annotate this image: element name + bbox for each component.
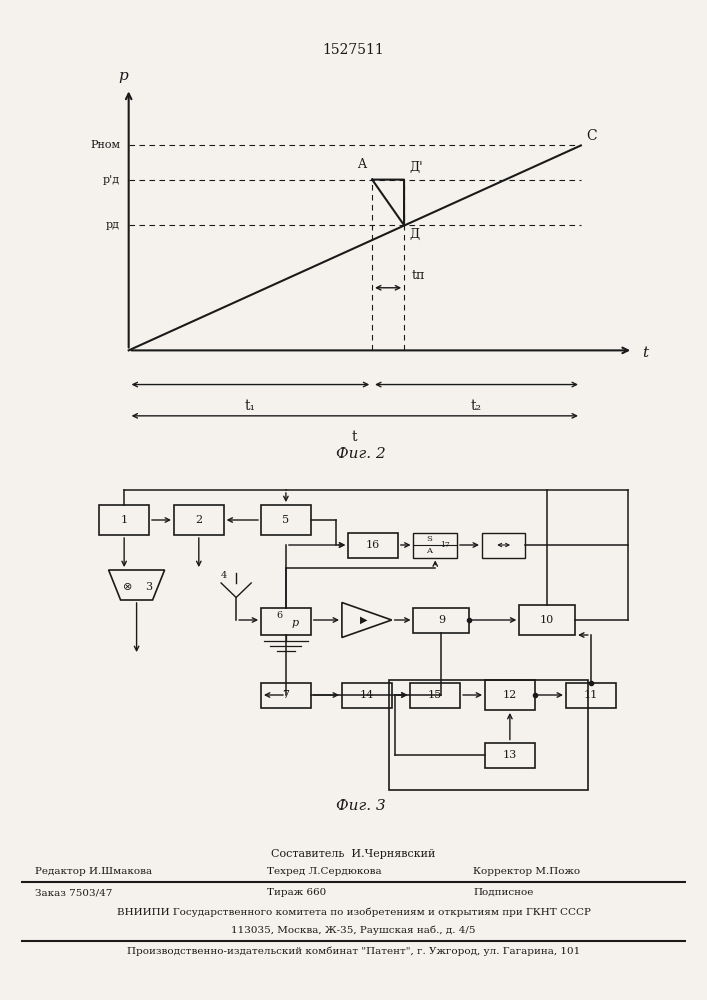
Text: 14: 14 <box>360 690 374 700</box>
Text: Техред Л.Сердюкова: Техред Л.Сердюкова <box>267 867 382 876</box>
Text: C: C <box>587 129 597 143</box>
Text: t: t <box>642 346 648 360</box>
Bar <box>485 742 534 768</box>
Text: 15: 15 <box>428 690 443 700</box>
Bar <box>348 532 398 558</box>
Text: t₂: t₂ <box>471 399 482 413</box>
Text: 1527511: 1527511 <box>322 43 385 57</box>
Bar <box>174 505 223 535</box>
Text: tп: tп <box>411 269 425 282</box>
Text: ▶: ▶ <box>360 615 368 625</box>
Text: 12: 12 <box>503 690 517 700</box>
Text: Д': Д' <box>410 161 423 174</box>
Text: Фиг. 2: Фиг. 2 <box>336 447 385 461</box>
Text: Рном: Рном <box>90 140 120 150</box>
Text: Редактор И.Шмакова: Редактор И.Шмакова <box>35 867 151 876</box>
Text: Заказ 7503/47: Заказ 7503/47 <box>35 888 112 897</box>
Text: 6: 6 <box>276 611 283 620</box>
Text: 5: 5 <box>282 515 289 525</box>
Text: 10: 10 <box>540 615 554 625</box>
Text: 2: 2 <box>195 515 202 525</box>
Bar <box>414 532 457 558</box>
Text: 17: 17 <box>440 541 450 549</box>
Text: 7: 7 <box>282 690 289 700</box>
Bar <box>485 680 534 710</box>
Text: р'д: р'д <box>103 175 120 185</box>
Text: ⊗: ⊗ <box>122 582 132 592</box>
Bar <box>261 607 311 635</box>
Text: 11: 11 <box>584 690 598 700</box>
Text: 9: 9 <box>438 615 445 625</box>
Text: p: p <box>118 69 128 83</box>
Text: t: t <box>352 430 358 444</box>
Bar <box>482 532 525 558</box>
Text: t₁: t₁ <box>245 399 256 413</box>
Text: 3: 3 <box>146 582 153 592</box>
Text: A: A <box>357 158 366 171</box>
Bar <box>414 607 469 633</box>
Text: 13: 13 <box>503 750 517 760</box>
Text: 1: 1 <box>121 515 128 525</box>
Bar <box>99 505 149 535</box>
Text: Составитель  И.Чернявский: Составитель И.Чернявский <box>271 849 436 859</box>
Bar <box>389 680 588 790</box>
Text: 16: 16 <box>366 540 380 550</box>
Text: Корректор М.Пожо: Корректор М.Пожо <box>473 867 580 876</box>
Bar <box>342 682 392 708</box>
Text: Тираж 660: Тираж 660 <box>267 888 327 897</box>
Text: 4: 4 <box>221 570 227 580</box>
Text: ВНИИПИ Государственного комитета по изобретениям и открытиям при ГКНТ СССР: ВНИИПИ Государственного комитета по изоб… <box>117 908 590 917</box>
Text: A: A <box>426 547 432 555</box>
Text: Фиг. 3: Фиг. 3 <box>336 798 385 812</box>
Text: рд: рд <box>106 220 120 230</box>
Text: S: S <box>426 535 432 543</box>
Text: Д: Д <box>410 228 420 241</box>
Text: Подписное: Подписное <box>473 888 534 897</box>
Bar <box>261 505 311 535</box>
Text: 113035, Москва, Ж-35, Раушская наб., д. 4/5: 113035, Москва, Ж-35, Раушская наб., д. … <box>231 926 476 935</box>
Text: p: p <box>292 617 299 628</box>
Text: Производственно-издательский комбинат "Патент", г. Ужгород, ул. Гагарина, 101: Производственно-издательский комбинат "П… <box>127 946 580 956</box>
Bar <box>261 682 311 708</box>
Bar <box>519 605 575 635</box>
Bar <box>410 682 460 708</box>
Bar <box>566 682 616 708</box>
